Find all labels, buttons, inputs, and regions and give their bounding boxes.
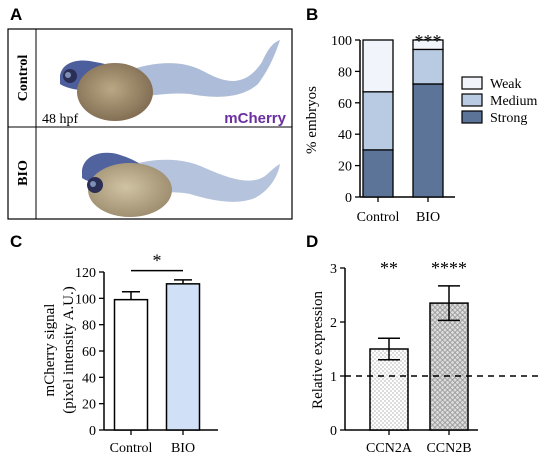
panel-b-y-tick-label: 0 [345, 191, 352, 206]
timepoint-label: 48 hpf [42, 112, 79, 127]
bar-control [113, 298, 149, 431]
panel-d-y-tick-label: 1 [330, 370, 337, 385]
panel-a: A Control BIO 48 hpf mCherry [7, 5, 293, 220]
panel-b-y-tick-label: 60 [338, 97, 352, 112]
panel-d-significance-ccn2b: **** [431, 258, 467, 278]
bar-ccn2a [369, 348, 409, 431]
panel-c-significance: * [153, 251, 162, 271]
panel-c-y-tick-label: 20 [82, 398, 96, 413]
panel-b-y-tick-label: 40 [338, 128, 352, 143]
panel-c-y-tick-label: 0 [89, 424, 96, 439]
bar-segment-medium-control [362, 91, 394, 151]
bar-ccn2b [429, 302, 469, 431]
panel-c-y-tick-label: 60 [82, 345, 96, 360]
panel-c-y-tick-label: 40 [82, 371, 96, 386]
panel-a-label: A [10, 5, 22, 24]
panel-b-x-tick-label: Control [357, 210, 400, 225]
panel-c-y-axis-label-line1: mCherry signal [42, 304, 58, 397]
panel-d-y-tick-label: 3 [330, 262, 337, 277]
bar-segment-medium-bio [412, 48, 444, 85]
bar-segment-weak-control [362, 39, 394, 93]
panel-b-significance: *** [415, 31, 442, 51]
panel-d-bars: ** **** [345, 258, 542, 431]
bar-segment-weak-bio [412, 39, 444, 51]
panel-b-bars: *** [362, 31, 444, 198]
panel-b: B % embryos 0 20 40 60 80 100 Control BIO *** W… [304, 5, 538, 225]
row-label-control: Control [16, 55, 31, 102]
bar-segment-strong-control [362, 149, 394, 198]
channel-label: mCherry [224, 110, 286, 127]
panel-c-bars: * [113, 251, 201, 431]
panel-b-axes: 0 20 40 60 80 100 Control BIO [331, 34, 455, 225]
legend-swatch-weak [461, 76, 483, 90]
panel-c-y-tick-label: 120 [75, 266, 96, 281]
panel-d-y-tick-label: 0 [330, 424, 337, 439]
panel-b-y-tick-label: 100 [331, 34, 352, 49]
panel-b-y-tick-label: 80 [338, 65, 352, 80]
panel-b-label: B [306, 5, 318, 24]
panel-c-y-tick-label: 80 [82, 319, 96, 334]
panel-c-x-tick-label: BIO [171, 441, 195, 456]
panel-d-x-tick-label: CCN2B [426, 441, 471, 456]
panel-c: C mCherry signal (pixel intensity A.U.) … [10, 232, 218, 456]
legend-label-strong: Strong [490, 111, 527, 126]
panel-d-y-tick-label: 2 [330, 316, 337, 331]
panel-d-x-tick-label: CCN2A [366, 441, 413, 456]
panel-c-y-tick-label: 100 [75, 292, 96, 307]
panel-b-legend: Weak Medium Strong [461, 76, 538, 126]
legend-swatch-medium [461, 93, 483, 107]
panel-b-x-tick-label: BIO [416, 210, 440, 225]
bar-bio [165, 283, 201, 431]
panel-d-significance-ccn2a: ** [380, 258, 398, 278]
legend-label-weak: Weak [490, 77, 522, 92]
panel-c-y-axis-label-line2: (pixel intensity A.U.) [61, 286, 77, 414]
panel-c-label: C [10, 232, 22, 251]
panel-b-y-tick-label: 20 [338, 160, 352, 175]
panel-d-y-axis-label: Relative expression [310, 291, 326, 409]
embryo-image-bio [82, 152, 280, 217]
panel-d-label: D [306, 232, 318, 251]
embryo-image-control [60, 40, 280, 121]
row-label-bio: BIO [16, 160, 31, 186]
legend-swatch-strong [461, 110, 483, 124]
panel-c-axes: 0 20 40 60 80 100 120 Control BIO [75, 266, 218, 456]
bar-segment-strong-bio [412, 83, 444, 198]
legend-label-medium: Medium [490, 94, 538, 109]
panel-c-x-tick-label: Control [110, 441, 153, 456]
panel-b-y-axis-label: % embryos [304, 86, 320, 154]
